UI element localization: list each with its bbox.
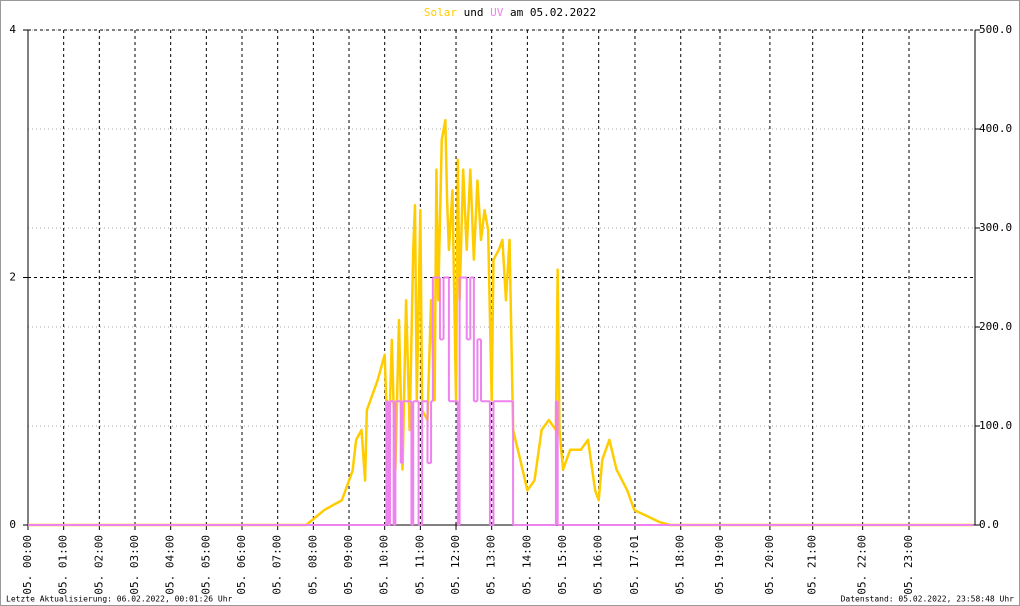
x-tick-label: 05. 14:00 (520, 535, 533, 595)
x-tick-label: 05. 11:00 (413, 535, 426, 595)
x-tick-label: 05. 20:00 (763, 535, 776, 595)
title-date: am 05.02.2022 (510, 6, 596, 19)
title-connector: und (464, 6, 484, 19)
x-tick-label: 05. 08:00 (306, 535, 319, 595)
x-tick-label: 05. 00:00 (21, 535, 34, 595)
y-tick-label: 2 (9, 271, 16, 284)
x-tick-label: 05. 17:01 (628, 535, 641, 595)
y2-tick-label: 200.0 (979, 320, 1012, 333)
x-tick-label: 05. 19:00 (713, 535, 726, 595)
x-tick-label: 05. 12:00 (449, 535, 462, 595)
y2-tick-label: 100.0 (979, 419, 1012, 432)
x-tick-label: 05. 23:00 (902, 535, 915, 595)
y2-tick-label: 300.0 (979, 221, 1012, 234)
x-tick-label: 05. 09:00 (342, 535, 355, 595)
x-tick-label: 05. 04:00 (164, 535, 177, 595)
x-tick-label: 05. 13:00 (485, 535, 498, 595)
y2-tick-label: 0.0 (979, 518, 999, 531)
x-tick-label: 05. 10:00 (378, 535, 391, 595)
x-tick-label: 05. 05:00 (199, 535, 212, 595)
x-tick-label: 05. 16:00 (592, 535, 605, 595)
x-tick-label: 05. 01:00 (57, 535, 70, 595)
x-tick-label: 05. 03:00 (128, 535, 141, 595)
y2-tick-label: 500.0 (979, 23, 1012, 36)
footer-left: Letzte Aktualisierung: 06.02.2022, 00:01… (6, 595, 233, 604)
x-tick-label: 05. 15:00 (556, 535, 569, 595)
x-tick-label: 05. 02:00 (92, 535, 105, 595)
x-tick-label: 05. 18:00 (674, 535, 687, 595)
solar-line (28, 118, 974, 527)
footer-right: Datenstand: 05.02.2022, 23:58:48 Uhr (841, 595, 1015, 604)
chart-title: Solar und UV am 05.02.2022 (424, 6, 596, 19)
x-tick-label: 05. 07:00 (271, 535, 284, 595)
x-tick-label: 05. 22:00 (856, 535, 869, 595)
y2-tick-label: 400.0 (979, 122, 1012, 135)
y-tick-label: 4 (9, 23, 16, 36)
x-tick-label: 05. 06:00 (235, 535, 248, 595)
title-solar: Solar (424, 6, 457, 19)
y-tick-label: 0 (9, 518, 16, 531)
title-uv: UV (490, 6, 504, 19)
x-tick-label: 05. 21:00 (806, 535, 819, 595)
